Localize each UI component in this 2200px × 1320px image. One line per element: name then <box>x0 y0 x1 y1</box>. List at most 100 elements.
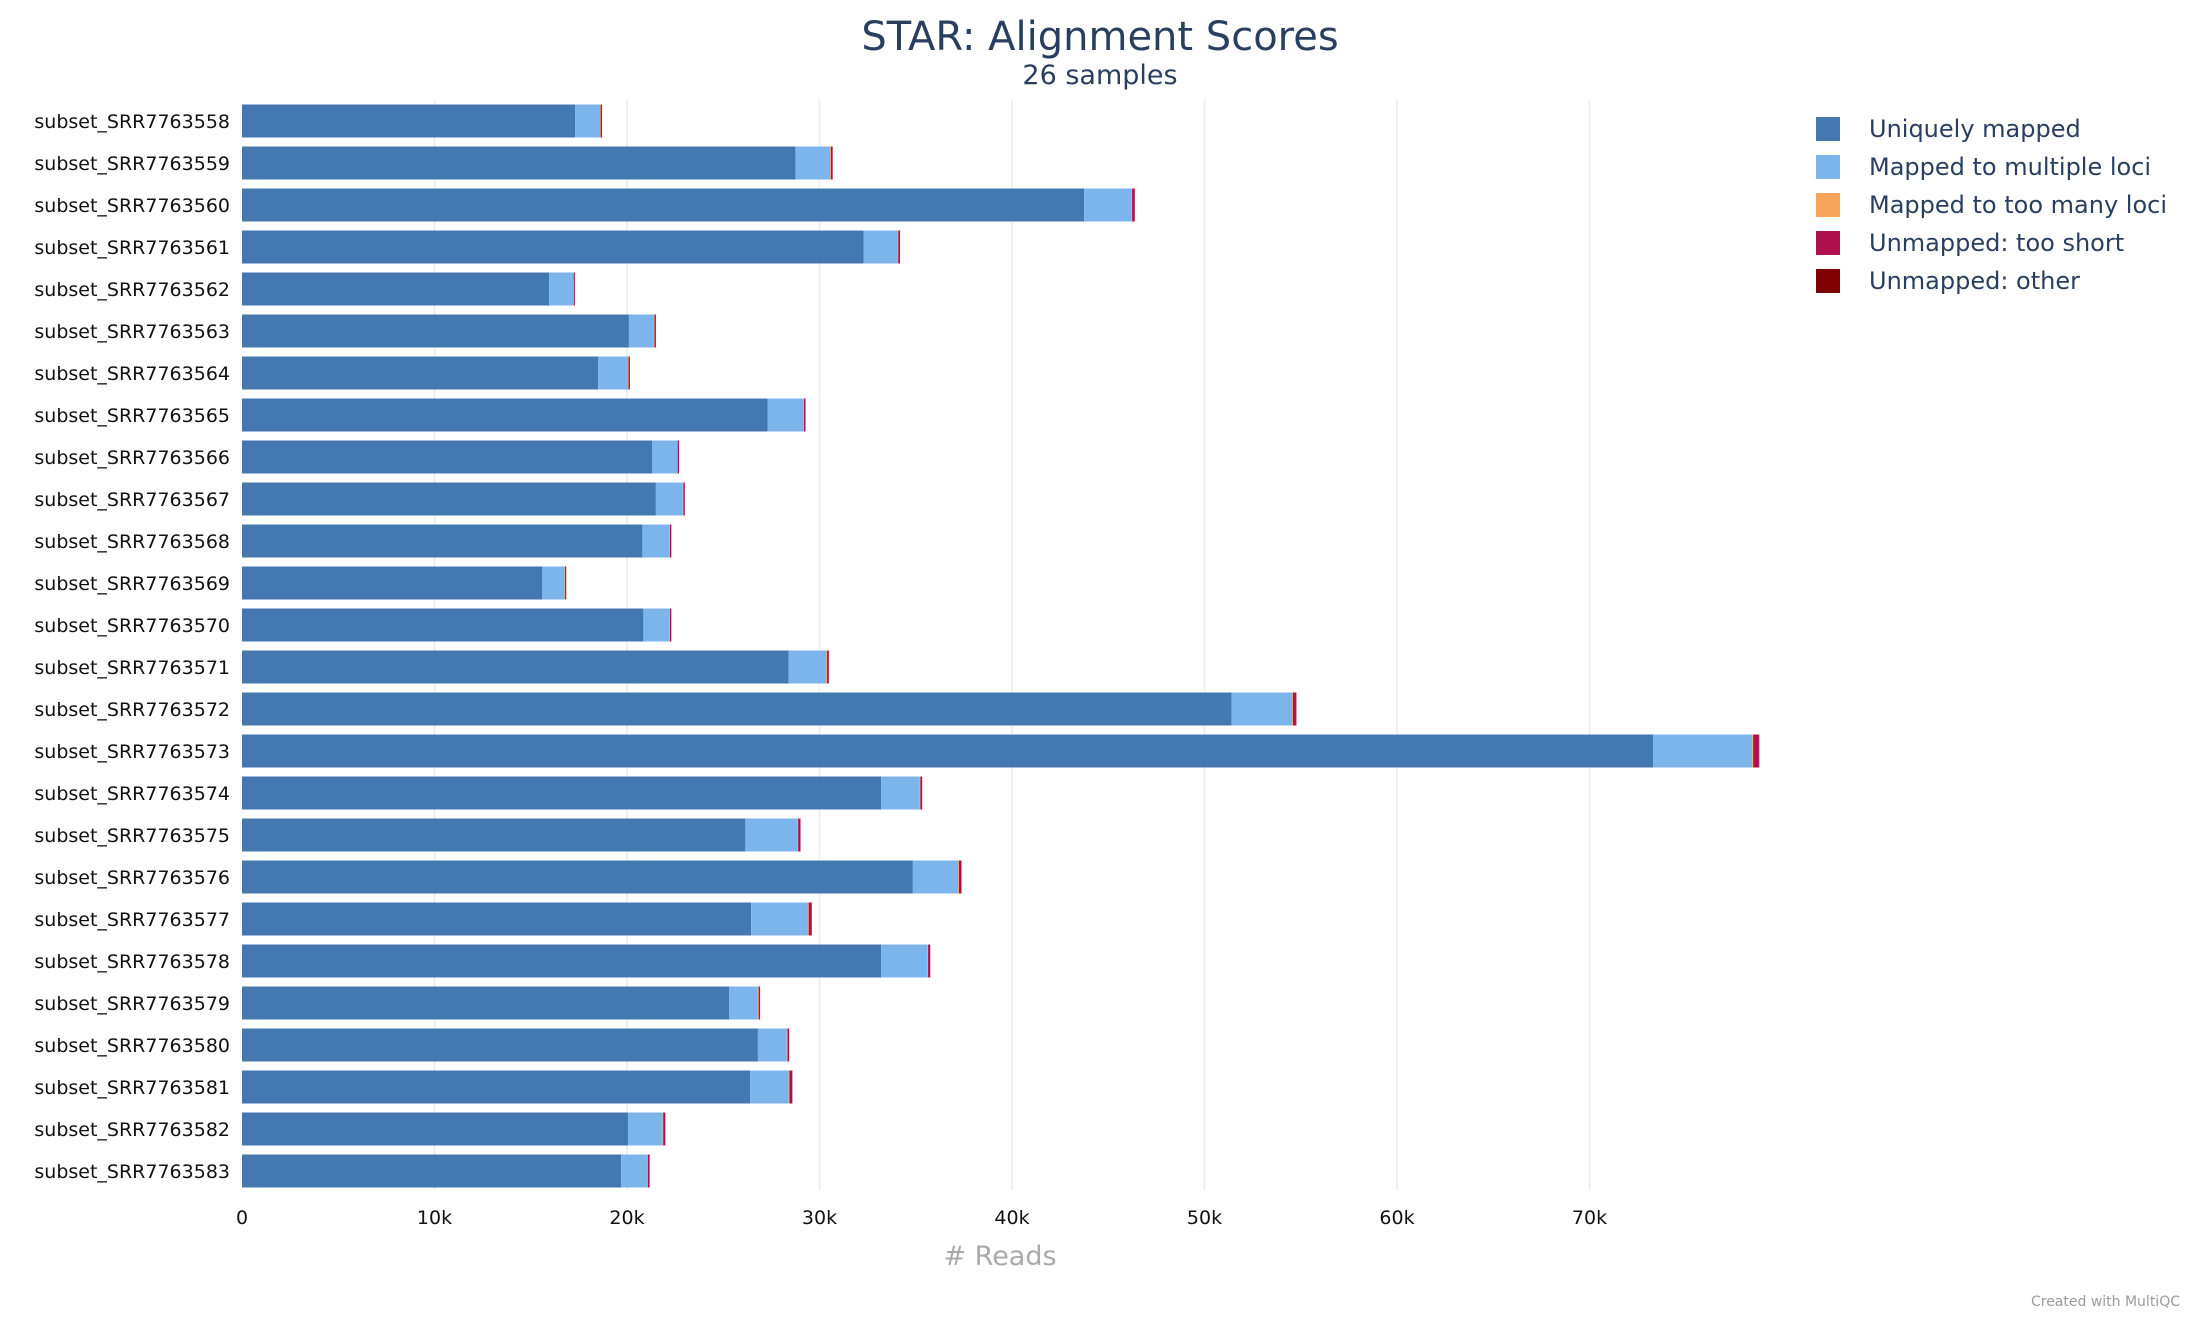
bar-segment-mapped-to-multiple-loci[interactable] <box>652 440 678 474</box>
bar-segment-mapped-to-too-many-loci[interactable] <box>682 482 684 516</box>
bar-segment-mapped-to-too-many-loci[interactable] <box>564 566 566 600</box>
bar-segment-unmapped-too-short[interactable] <box>1132 188 1135 222</box>
bar-segment-uniquely-mapped[interactable] <box>242 1070 751 1104</box>
bar-segment-unmapped-too-short[interactable] <box>663 1112 666 1146</box>
bar-segment-uniquely-mapped[interactable] <box>242 188 1085 222</box>
bar-segment-unmapped-too-short[interactable] <box>565 566 567 600</box>
bar-segment-mapped-to-multiple-loci[interactable] <box>598 356 628 390</box>
bar-segment-uniquely-mapped[interactable] <box>242 902 752 936</box>
bar-segment-mapped-to-too-many-loci[interactable] <box>662 1112 664 1146</box>
bar-segment-uniquely-mapped[interactable] <box>242 608 644 642</box>
bar-segment-mapped-to-too-many-loci[interactable] <box>788 1070 790 1104</box>
bar-segment-uniquely-mapped[interactable] <box>242 1112 628 1146</box>
bar-segment-unmapped-too-short[interactable] <box>789 1070 793 1104</box>
bar-segment-unmapped-too-short[interactable] <box>827 650 829 684</box>
bar-segment-uniquely-mapped[interactable] <box>242 272 550 306</box>
bar-segment-unmapped-too-short[interactable] <box>928 944 931 978</box>
bar-segment-mapped-to-too-many-loci[interactable] <box>627 356 629 390</box>
bar-segment-mapped-to-too-many-loci[interactable] <box>647 1154 648 1188</box>
bar-segment-mapped-to-multiple-loci[interactable] <box>1231 692 1293 726</box>
bar-segment-unmapped-too-short[interactable] <box>920 776 923 810</box>
bar-segment-unmapped-too-short[interactable] <box>787 1028 790 1062</box>
bar-segment-uniquely-mapped[interactable] <box>242 650 789 684</box>
bar-segment-unmapped-too-short[interactable] <box>677 440 679 474</box>
bar-segment-mapped-to-multiple-loci[interactable] <box>729 986 758 1020</box>
bar-segment-mapped-to-multiple-loci[interactable] <box>788 650 827 684</box>
bar-segment-mapped-to-too-many-loci[interactable] <box>919 776 921 810</box>
bar-segment-uniquely-mapped[interactable] <box>242 314 629 348</box>
legend-item[interactable]: Uniquely mapped <box>1816 115 2081 143</box>
bar-segment-mapped-to-too-many-loci[interactable] <box>797 818 799 852</box>
bar-segment-unmapped-too-short[interactable] <box>683 482 685 516</box>
bar-segment-mapped-to-multiple-loci[interactable] <box>1084 188 1132 222</box>
bar-segment-mapped-to-multiple-loci[interactable] <box>1653 734 1753 768</box>
bar-segment-unmapped-too-short[interactable] <box>798 818 801 852</box>
legend-item[interactable]: Mapped to multiple loci <box>1816 153 2151 181</box>
bar-segment-uniquely-mapped[interactable] <box>242 356 599 390</box>
bar-segment-mapped-to-multiple-loci[interactable] <box>751 902 808 936</box>
bar-segment-mapped-to-multiple-loci[interactable] <box>863 230 898 264</box>
bar-segment-unmapped-too-short[interactable] <box>1292 692 1297 726</box>
bar-segment-uniquely-mapped[interactable] <box>242 146 796 180</box>
bar-segment-uniquely-mapped[interactable] <box>242 944 882 978</box>
legend-item[interactable]: Unmapped: other <box>1816 267 2080 295</box>
bar-segment-mapped-to-multiple-loci[interactable] <box>750 1070 789 1104</box>
bar-segment-mapped-to-multiple-loci[interactable] <box>912 860 959 894</box>
bar-segment-mapped-to-too-many-loci[interactable] <box>1292 692 1293 726</box>
bar-segment-uniquely-mapped[interactable] <box>242 692 1232 726</box>
bar-segment-mapped-to-multiple-loci[interactable] <box>767 398 804 432</box>
bar-segment-unmapped-too-short[interactable] <box>1753 734 1759 768</box>
bar-segment-uniquely-mapped[interactable] <box>242 104 576 138</box>
bar-segment-mapped-to-multiple-loci[interactable] <box>575 104 601 138</box>
bar-segment-uniquely-mapped[interactable] <box>242 230 864 264</box>
bar-segment-mapped-to-too-many-loci[interactable] <box>897 230 899 264</box>
bar-segment-uniquely-mapped[interactable] <box>242 1154 622 1188</box>
bar-segment-mapped-to-multiple-loci[interactable] <box>881 944 928 978</box>
bar-segment-mapped-to-multiple-loci[interactable] <box>621 1154 648 1188</box>
bar-segment-mapped-to-multiple-loci[interactable] <box>542 566 565 600</box>
bar-segment-uniquely-mapped[interactable] <box>242 818 746 852</box>
bar-segment-unmapped-too-short[interactable] <box>830 146 833 180</box>
bar-segment-mapped-to-too-many-loci[interactable] <box>958 860 959 894</box>
bar-segment-uniquely-mapped[interactable] <box>242 524 643 558</box>
bar-segment-mapped-to-too-many-loci[interactable] <box>786 1028 788 1062</box>
bar-segment-mapped-to-multiple-loci[interactable] <box>628 314 654 348</box>
bar-segment-mapped-to-too-many-loci[interactable] <box>757 986 759 1020</box>
bar-segment-mapped-to-too-many-loci[interactable] <box>600 104 601 138</box>
bar-segment-mapped-to-multiple-loci[interactable] <box>655 482 683 516</box>
bar-segment-uniquely-mapped[interactable] <box>242 440 653 474</box>
bar-segment-uniquely-mapped[interactable] <box>242 398 768 432</box>
bar-segment-unmapped-too-short[interactable] <box>758 986 761 1020</box>
bar-segment-mapped-to-too-many-loci[interactable] <box>1752 734 1754 768</box>
bar-segment-unmapped-too-short[interactable] <box>573 272 575 306</box>
bar-segment-unmapped-too-short[interactable] <box>808 902 812 936</box>
legend-item[interactable]: Unmapped: too short <box>1816 229 2124 257</box>
bar-segment-mapped-to-too-many-loci[interactable] <box>803 398 804 432</box>
bar-segment-mapped-to-too-many-loci[interactable] <box>677 440 678 474</box>
bar-segment-unmapped-too-short[interactable] <box>654 314 656 348</box>
bar-segment-mapped-to-multiple-loci[interactable] <box>643 608 670 642</box>
bar-segment-mapped-to-multiple-loci[interactable] <box>627 1112 663 1146</box>
bar-segment-unmapped-too-short[interactable] <box>628 356 630 390</box>
bar-segment-unmapped-too-short[interactable] <box>669 608 672 642</box>
bar-segment-mapped-to-multiple-loci[interactable] <box>549 272 574 306</box>
bar-segment-mapped-to-too-many-loci[interactable] <box>830 146 831 180</box>
bar-segment-mapped-to-too-many-loci[interactable] <box>653 314 655 348</box>
bar-segment-mapped-to-too-many-loci[interactable] <box>573 272 574 306</box>
bar-segment-unmapped-too-short[interactable] <box>647 1154 650 1188</box>
bar-segment-mapped-to-too-many-loci[interactable] <box>669 524 670 558</box>
bar-segment-mapped-to-multiple-loci[interactable] <box>795 146 831 180</box>
bar-segment-mapped-to-multiple-loci[interactable] <box>881 776 920 810</box>
bar-segment-unmapped-too-short[interactable] <box>669 524 672 558</box>
bar-segment-mapped-to-multiple-loci[interactable] <box>745 818 798 852</box>
bar-segment-unmapped-too-short[interactable] <box>898 230 900 264</box>
bar-segment-uniquely-mapped[interactable] <box>242 986 730 1020</box>
bar-segment-mapped-to-too-many-loci[interactable] <box>826 650 828 684</box>
bar-segment-uniquely-mapped[interactable] <box>242 734 1654 768</box>
bar-segment-uniquely-mapped[interactable] <box>242 1028 758 1062</box>
bar-segment-unmapped-too-short[interactable] <box>958 860 962 894</box>
bar-segment-mapped-to-multiple-loci[interactable] <box>757 1028 787 1062</box>
bar-segment-mapped-to-too-many-loci[interactable] <box>669 608 670 642</box>
bar-segment-unmapped-too-short[interactable] <box>803 398 806 432</box>
bar-segment-mapped-to-too-many-loci[interactable] <box>1131 188 1133 222</box>
